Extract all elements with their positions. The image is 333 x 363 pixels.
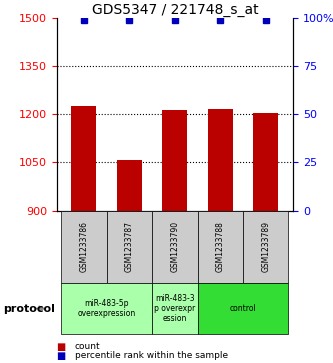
Bar [208, 109, 233, 211]
Text: ■: ■ [57, 351, 66, 361]
Text: GSM1233790: GSM1233790 [170, 221, 179, 272]
Text: ■: ■ [57, 342, 66, 352]
Text: GSM1233786: GSM1233786 [79, 221, 88, 272]
Title: GDS5347 / 221748_s_at: GDS5347 / 221748_s_at [92, 3, 258, 17]
Bar [253, 113, 278, 211]
Bar [117, 160, 142, 211]
Text: percentile rank within the sample: percentile rank within the sample [75, 351, 228, 360]
Text: GSM1233787: GSM1233787 [125, 221, 134, 272]
Text: protocol: protocol [3, 303, 55, 314]
Bar [162, 110, 187, 211]
Text: count: count [75, 342, 101, 351]
Text: GSM1233789: GSM1233789 [261, 221, 270, 272]
Text: miR-483-5p
overexpression: miR-483-5p overexpression [78, 299, 136, 318]
Text: control: control [230, 304, 256, 313]
Bar [71, 106, 96, 211]
Text: GSM1233788: GSM1233788 [216, 221, 225, 272]
Text: miR-483-3
p overexpr
ession: miR-483-3 p overexpr ession [154, 294, 195, 323]
